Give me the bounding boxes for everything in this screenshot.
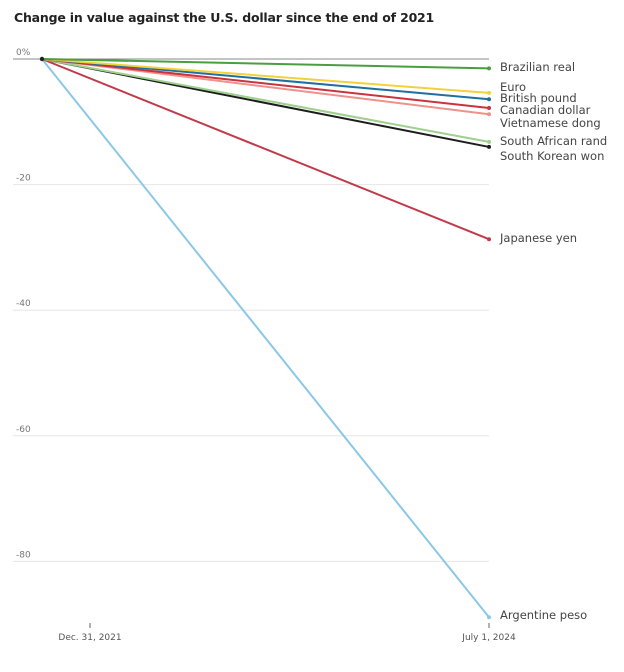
series-label: Brazilian real — [500, 60, 575, 74]
series-endpoint — [487, 66, 491, 71]
series-endpoint — [487, 90, 491, 95]
series-label: South African rand — [500, 134, 607, 148]
x-tick-label: Dec. 31, 2021 — [58, 633, 121, 643]
chart-title: Change in value against the U.S. dollar … — [14, 10, 435, 25]
y-tick-label: -20 — [16, 174, 31, 184]
gridlines — [13, 58, 489, 562]
series-label: Vietnamese dong — [500, 116, 601, 130]
series-label: Japanese yen — [499, 231, 577, 245]
series-line-argentine-peso — [41, 58, 490, 619]
series-endpoint — [487, 112, 491, 117]
y-tick-label: -40 — [16, 299, 31, 309]
x-axis: Dec. 31, 2021 July 1, 2024 — [58, 623, 516, 643]
series-line-euro — [41, 58, 490, 94]
series-endpoint — [487, 105, 491, 110]
y-tick-label: -80 — [16, 550, 31, 560]
series-line-japanese-yen — [41, 58, 490, 241]
series-label: Argentine peso — [500, 608, 587, 622]
series-line-vietnamese-dong — [41, 58, 490, 116]
series-label: Canadian dollar — [500, 103, 591, 117]
series-endpoint — [487, 144, 491, 149]
series-label: South Korean won — [500, 149, 604, 163]
series-line-canadian-dollar — [41, 58, 490, 109]
series-line-south-african-rand — [41, 58, 490, 143]
series-label: British pound — [500, 91, 577, 105]
series-endpoint — [487, 139, 491, 144]
series-label: Euro — [500, 80, 526, 94]
series-endpoint — [487, 237, 491, 242]
series-lines — [39, 56, 491, 620]
series-endpoint — [487, 615, 491, 620]
y-tick-label: -60 — [16, 425, 31, 435]
y-axis: 0% -20 -40 -60 -80 — [16, 48, 31, 560]
series-line-brazilian-real — [41, 58, 490, 70]
series-line-british-pound — [41, 58, 490, 101]
start-point — [39, 56, 45, 62]
x-tick-label: July 1, 2024 — [461, 633, 516, 643]
y-tick-label: 0% — [16, 48, 31, 58]
series-endpoint — [487, 97, 491, 102]
